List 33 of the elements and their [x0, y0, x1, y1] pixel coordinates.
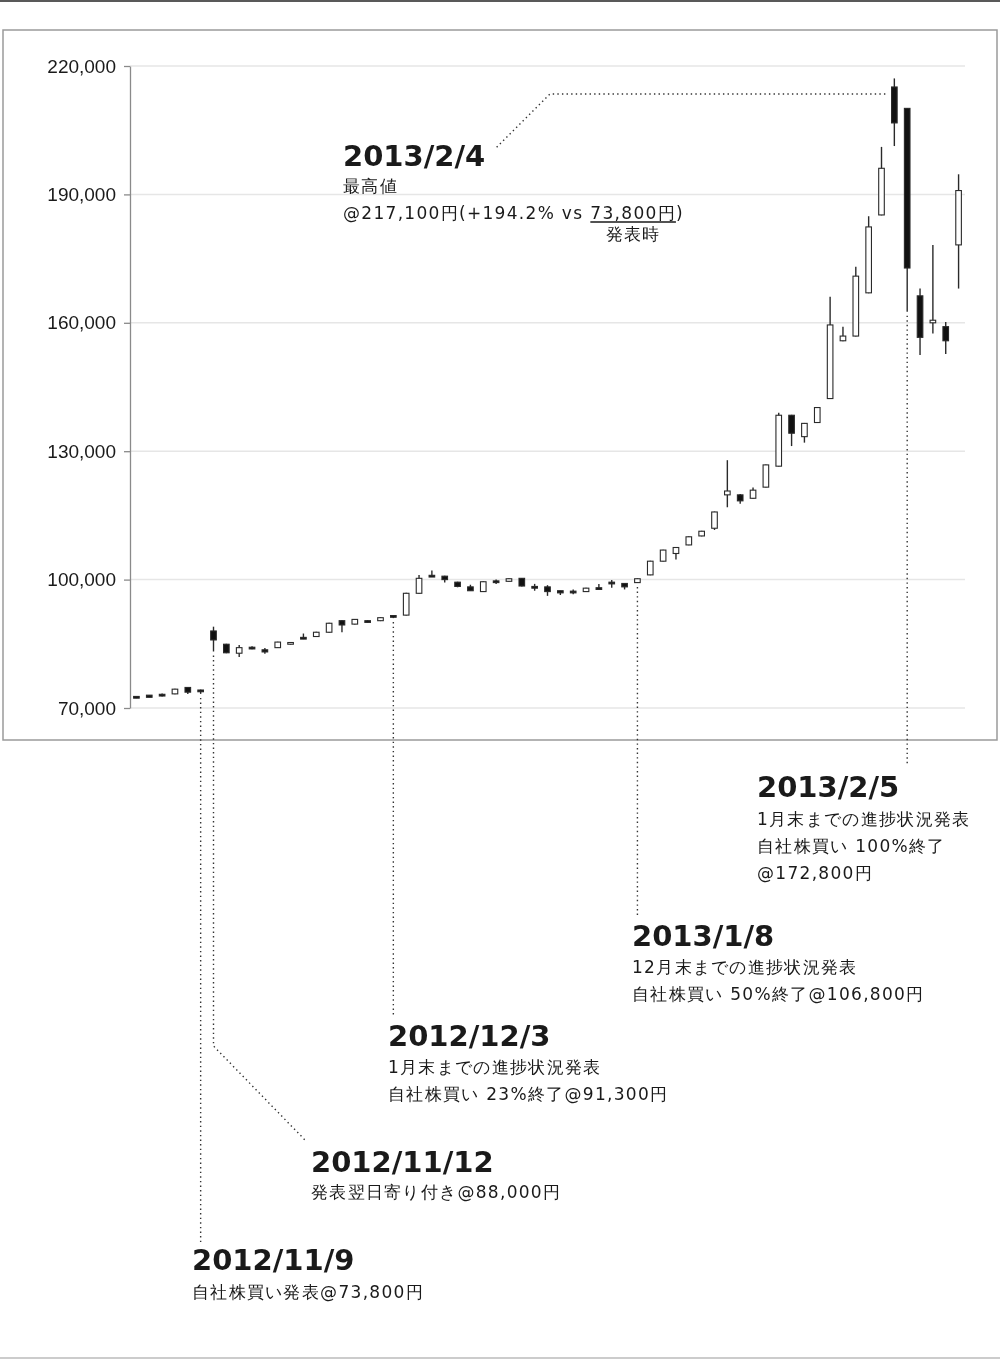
annotation: @217,100円(+194.2% vs — [343, 203, 584, 223]
text: 2012/11/9 — [192, 1243, 355, 1277]
annotation: 2013/2/4 — [343, 139, 486, 173]
text: 1月末までの進捗状況発表 — [757, 809, 971, 829]
text: 自社株買い 23%終了@91,300円 — [388, 1084, 669, 1104]
candlestick — [788, 414, 795, 447]
y-tick-label: 70,000 — [57, 697, 116, 719]
candlestick — [929, 244, 937, 335]
text: 自社株買い発表@73,800円 — [192, 1282, 424, 1302]
annotation: 最高値 — [343, 176, 398, 196]
candlestick — [210, 625, 217, 653]
y-tick-label: 220,000 — [47, 55, 116, 77]
text: 2012/12/3 — [388, 1019, 551, 1053]
y-tick-label: 100,000 — [47, 569, 116, 591]
candlestick — [415, 574, 423, 595]
text: 12月末までの進捗状況発表 — [632, 957, 858, 977]
text: 1月末までの進捗状況発表 — [388, 1057, 602, 1077]
candlestick — [942, 321, 950, 355]
text: 自社株買い 50%終了@106,800円 — [632, 984, 925, 1004]
text: 2013/1/8 — [632, 919, 775, 953]
y-tick-label: 130,000 — [47, 440, 116, 462]
text: 自社株買い 100%終了 — [757, 836, 946, 856]
annotation: 発表時 — [605, 224, 661, 244]
candlestick — [711, 510, 718, 531]
y-tick-label: 190,000 — [47, 183, 116, 205]
text: 発表翌日寄り付き@88,000円 — [311, 1182, 562, 1202]
candlestick — [724, 459, 731, 508]
y-tick-label: 160,000 — [47, 312, 116, 334]
text: 2012/11/12 — [311, 1145, 494, 1179]
text: 2013/2/5 — [757, 770, 900, 804]
annotation: 73,800円) — [590, 203, 684, 223]
text: @172,800円 — [757, 863, 873, 883]
candlestick — [762, 463, 770, 489]
